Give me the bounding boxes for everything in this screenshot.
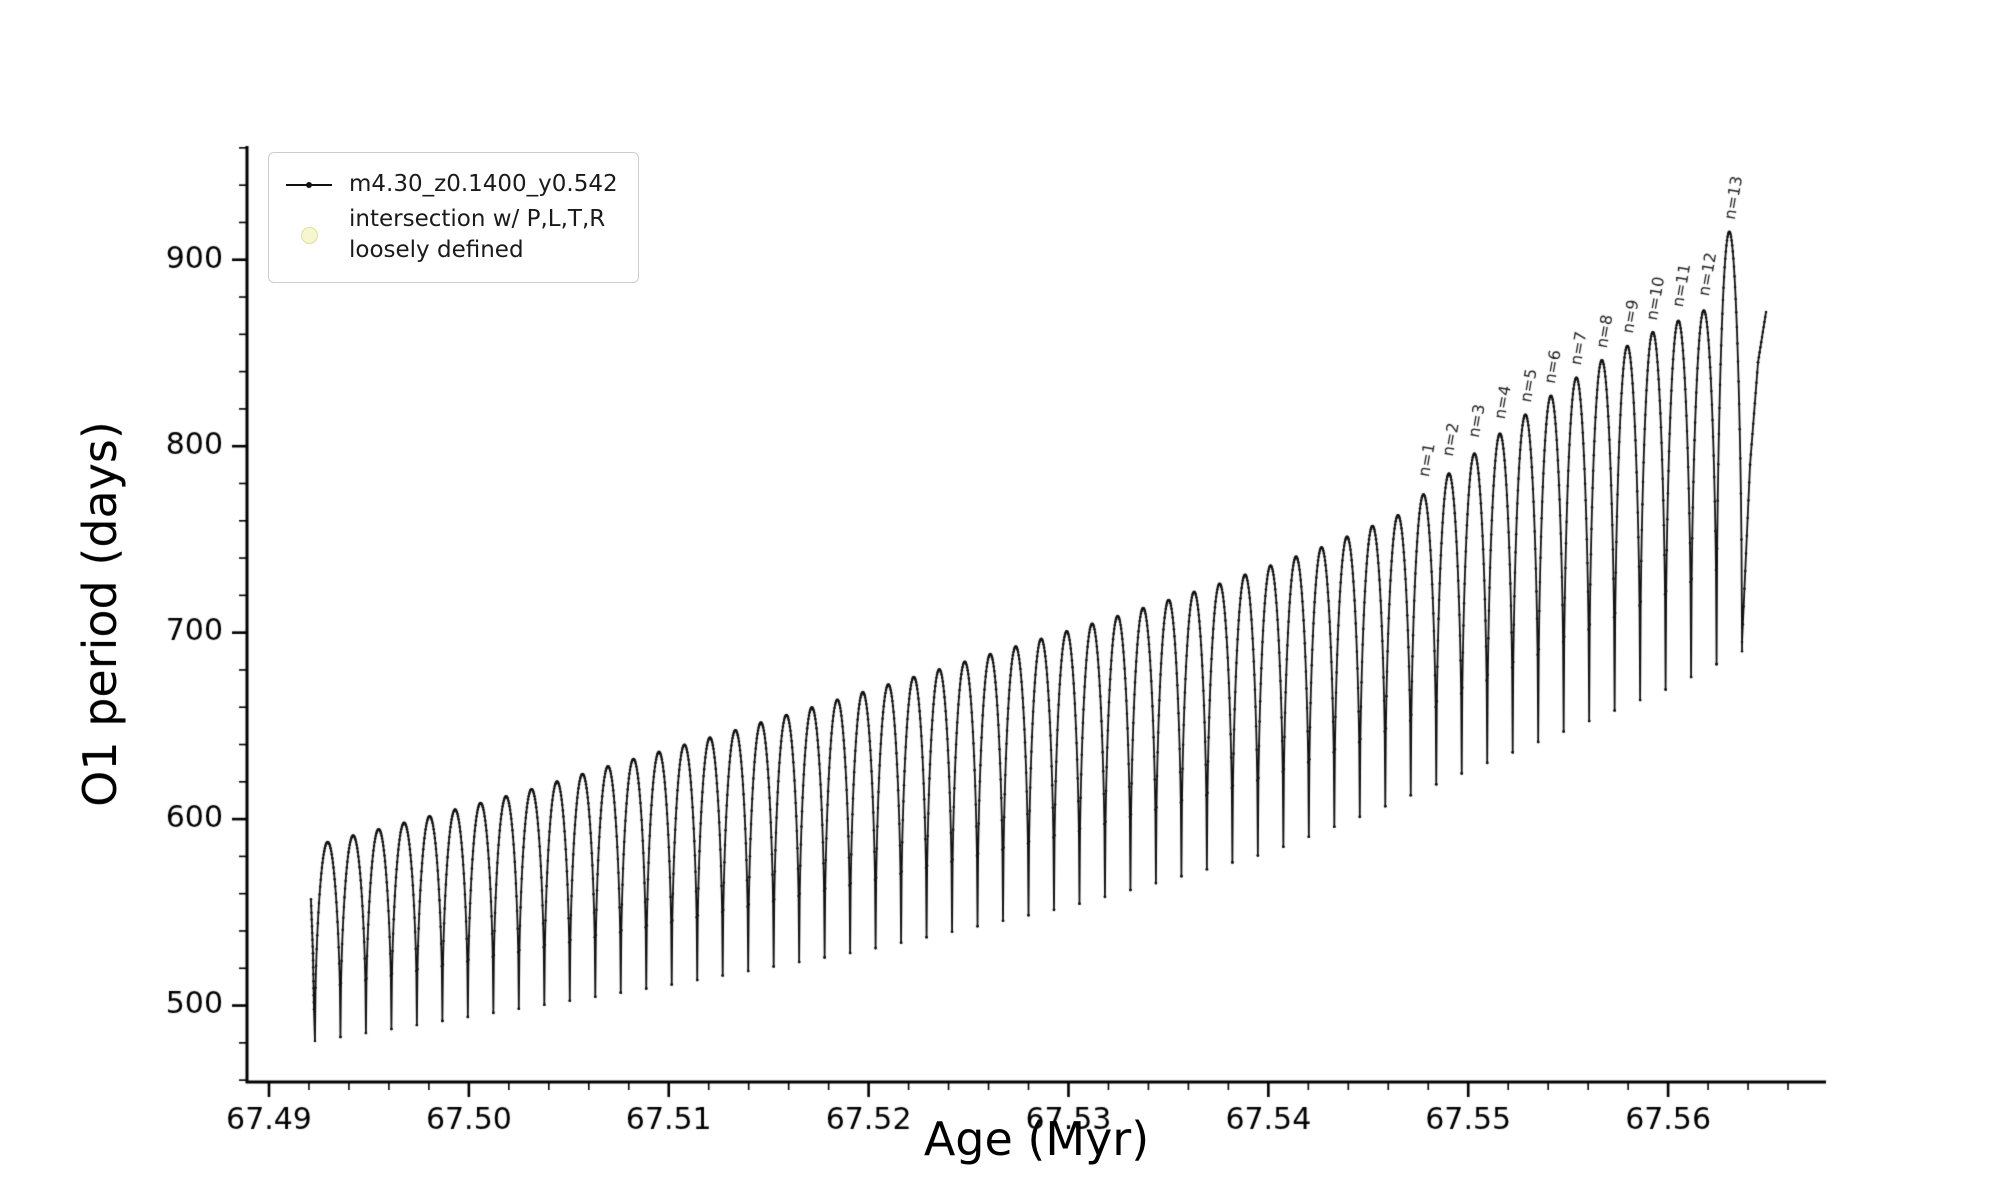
legend-intersection-label: intersection w/ P,L,T,R loosely defined xyxy=(349,206,606,264)
x-axis-label: Age (Myr) xyxy=(923,1112,1150,1166)
legend-series-label: m4.30_z0.1400_y0.542 xyxy=(349,171,618,197)
legend-entry-intersection: intersection w/ P,L,T,R loosely defined xyxy=(285,204,618,266)
intersection-dot-marker-icon xyxy=(285,226,333,244)
legend: m4.30_z0.1400_y0.542 intersection w/ P,L… xyxy=(268,152,639,284)
series-line-marker-icon xyxy=(285,178,333,192)
legend-entry-series: m4.30_z0.1400_y0.542 xyxy=(285,169,618,200)
y-axis-label: O1 period (days) xyxy=(73,421,127,807)
